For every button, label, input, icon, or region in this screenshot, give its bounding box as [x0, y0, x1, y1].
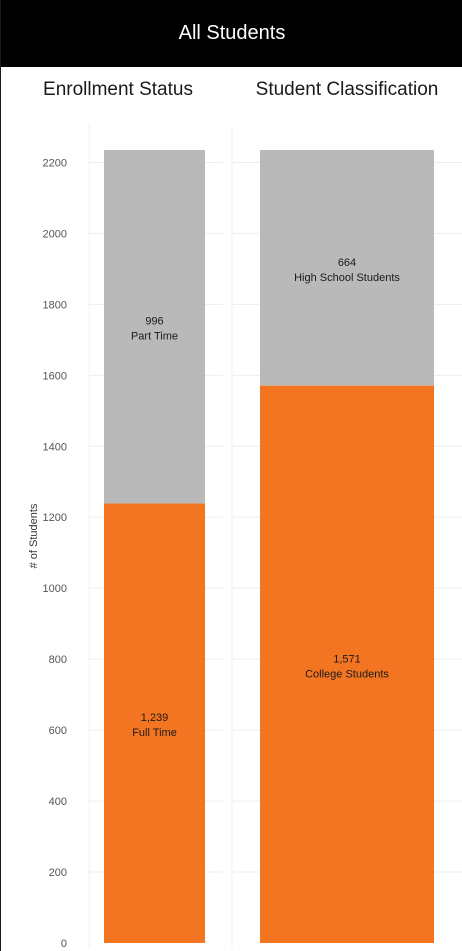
data-value-label: 664 [338, 257, 356, 269]
dashboard-header: All Students [1, 0, 462, 67]
y-tick-label: 2000 [43, 228, 67, 240]
data-category-label: Full Time [132, 727, 177, 739]
y-tick-label: 1000 [43, 583, 67, 595]
data-category-label: High School Students [294, 272, 400, 284]
bar-segment[interactable] [104, 150, 205, 504]
bar-segment[interactable] [104, 503, 205, 943]
y-tick-label: 800 [49, 654, 67, 666]
y-tick-label: 1200 [43, 512, 67, 524]
data-category-label: College Students [305, 668, 389, 680]
bar-segment[interactable] [260, 385, 434, 943]
y-tick-label: 600 [49, 725, 67, 737]
y-tick-label: 1800 [43, 299, 67, 311]
data-value-label: 1,571 [333, 653, 361, 665]
y-tick-label: 1600 [43, 370, 67, 382]
y-tick-label: 400 [49, 796, 67, 808]
student-classification-title: Student Classification [255, 79, 439, 100]
data-value-label: 1,239 [141, 712, 169, 724]
y-tick-label: 2200 [43, 157, 67, 169]
y-tick-label: 0 [61, 938, 67, 950]
enrollment-status-title: Enrollment Status [43, 79, 193, 100]
data-category-label: Part Time [131, 331, 178, 343]
y-tick-label: 1400 [43, 441, 67, 453]
bar-segment[interactable] [260, 150, 434, 386]
y-tick-label: 200 [49, 867, 67, 879]
y-axis-title: # of Students [28, 503, 40, 568]
data-value-label: 996 [145, 316, 163, 328]
dashboard-title: All Students [178, 22, 286, 44]
